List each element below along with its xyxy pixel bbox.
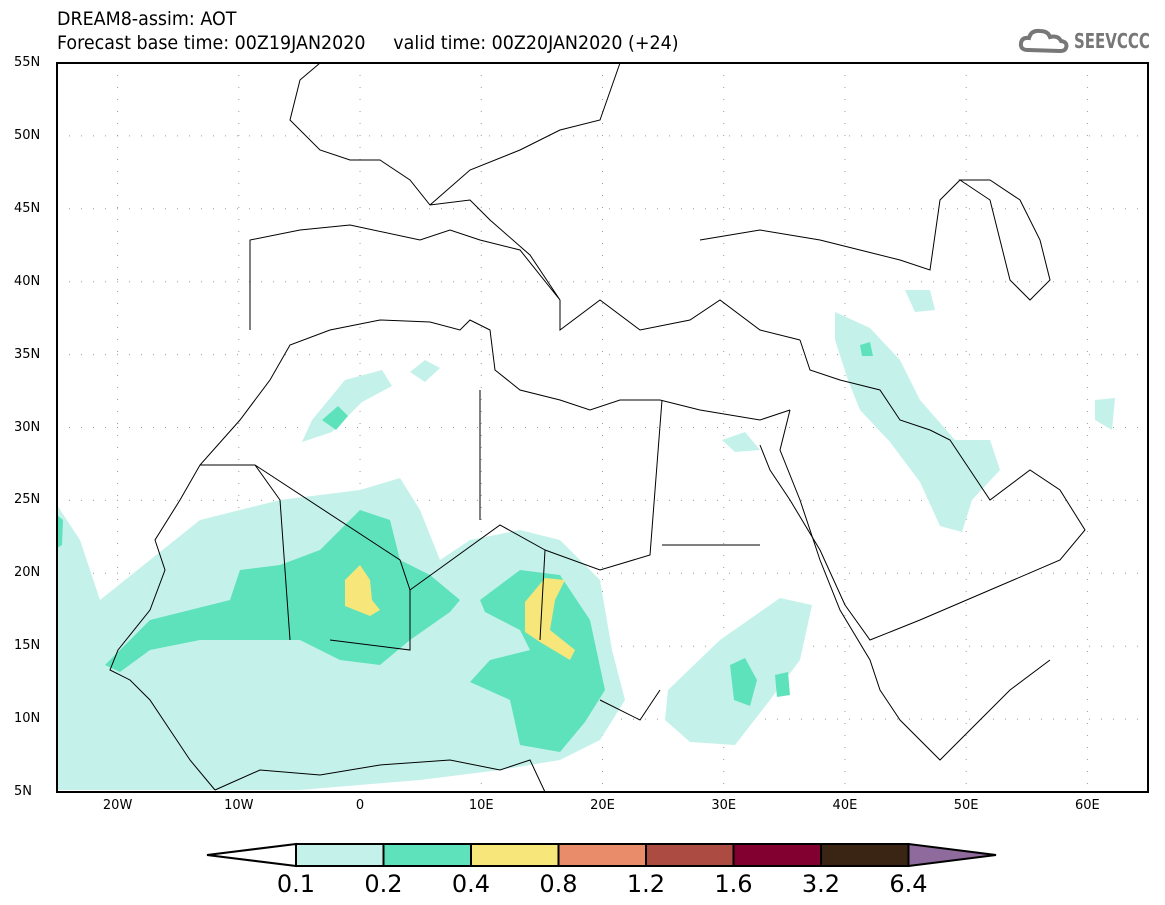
coastlines-and-borders [109, 62, 1086, 793]
lon-label: 20W [102, 798, 133, 813]
lat-label: 40N [14, 273, 41, 289]
colorbar-under-arrow [206, 842, 297, 868]
forecast-times: Forecast base time: 00Z19JAN2020 valid t… [57, 32, 679, 54]
lat-label: 25N [14, 492, 41, 508]
lon-label: 30E [711, 798, 737, 813]
colorbar-label: 1.2 [626, 870, 666, 898]
lon-label: 10W [224, 798, 254, 813]
colorbar-swatch [732, 843, 822, 867]
lat-label: 10N [14, 711, 41, 727]
lon-label: 60E [1074, 798, 1100, 813]
colorbar-swatch [645, 843, 735, 867]
colorbar [206, 842, 997, 868]
aot-field [57, 290, 1115, 790]
colorbar-swatch [820, 843, 910, 867]
lon-label: 10E [468, 798, 494, 813]
lon-label: 50E [953, 798, 979, 813]
colorbar-label: 1.6 [714, 870, 753, 898]
colorbar-swatch [382, 843, 472, 867]
lat-label: 35N [14, 346, 41, 362]
lon-label: 40E [832, 798, 858, 813]
colorbar-label: 0.8 [539, 870, 578, 898]
colorbar-label: 0.4 [451, 870, 491, 898]
lat-label: 30N [14, 419, 41, 435]
lon-label: 20E [590, 798, 615, 813]
lat-label: 20N [14, 565, 41, 581]
cloud-icon [1018, 28, 1069, 54]
map-frame [56, 62, 1149, 793]
logo-text: SEEVCCC [1074, 29, 1150, 53]
lat-label: 50N [14, 127, 41, 143]
seevccc-logo: SEEVCCC [1018, 26, 1165, 56]
colorbar-over-arrow [907, 842, 997, 868]
colorbar-swatch [470, 843, 560, 867]
lat-label: 5N [14, 784, 32, 799]
colorbar-label: 0.1 [276, 870, 316, 898]
aot-level-0.4 [345, 565, 575, 660]
map-title: DREAM8-assim: AOT [57, 8, 237, 30]
lat-label: 15N [14, 638, 41, 654]
colorbar-swatch [557, 843, 647, 867]
lon-label: 0 [355, 798, 365, 813]
lat-label: 45N [14, 200, 41, 216]
aot-level-0.2 [57, 342, 873, 752]
colorbar-label: 3.2 [801, 870, 841, 898]
colorbar-label: 0.2 [364, 870, 403, 898]
colorbar-swatch [295, 843, 385, 867]
lat-label: 55N [14, 55, 41, 70]
colorbar-label: 6.4 [889, 870, 928, 898]
